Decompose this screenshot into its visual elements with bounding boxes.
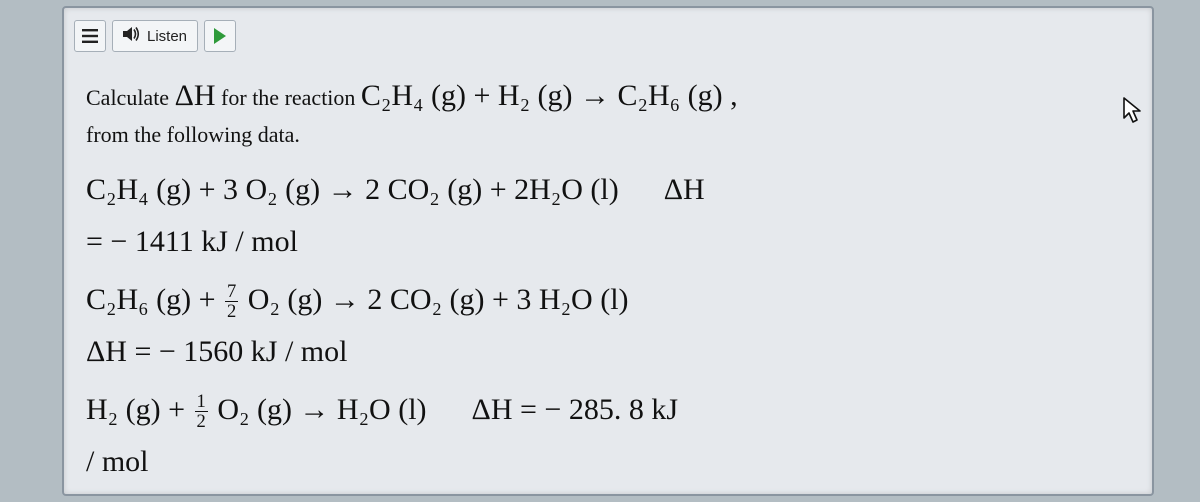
reaction-1-value: = − 1411 kJ / mol: [86, 218, 1122, 266]
question-content: Calculate ΔH for the reaction C₂H₄ (g) +…: [86, 72, 1122, 490]
reaction-3: H₂ (g) + 12 O₂ (g) → H₂O (l) ΔH = − 285.…: [86, 386, 1122, 434]
reaction-2: C₂H₆ (g) + 72 O₂ (g) → 2 CO₂ (g) + 3 H₂O…: [86, 276, 1122, 324]
toolbar: Listen: [74, 18, 236, 54]
reaction-3-tail: / mol: [86, 438, 1122, 486]
rxn1-equation: C₂H₄ (g) + 3 O₂ (g) → 2 CO₂ (g) + 2H₂O (…: [86, 173, 619, 206]
reaction-1: C₂H₄ (g) + 3 O₂ (g) → 2 CO₂ (g) + 2H₂O (…: [86, 166, 1122, 214]
listen-button[interactable]: Listen: [112, 20, 198, 52]
target-reaction: C₂H₄ (g) + H₂ (g) → C₂H₆ (g) ,: [361, 79, 738, 112]
question-panel: Listen Calculate ΔH for the reaction C₂H…: [62, 6, 1154, 496]
reaction-2-dh: ΔH = − 1560 kJ / mol: [86, 328, 1122, 376]
menu-icon[interactable]: [74, 20, 106, 52]
rxn3-lhs-b: O₂ (g) → H₂O (l): [210, 393, 427, 426]
rxn3-lhs-a: H₂ (g) +: [86, 393, 193, 426]
cursor-icon: [1122, 96, 1144, 129]
prompt-line-2: from the following data.: [86, 122, 1122, 148]
prompt-line-1: Calculate ΔH for the reaction C₂H₄ (g) +…: [86, 72, 1122, 120]
speaker-icon: [123, 26, 141, 46]
rxn3-fraction: 12: [195, 392, 208, 432]
rxn1-dh-label: ΔH: [664, 173, 705, 206]
delta-h-symbol: ΔH: [175, 79, 216, 112]
rxn3-dh-inline: ΔH = − 285. 8 kJ: [472, 393, 678, 426]
listen-label: Listen: [147, 28, 187, 45]
rxn2-fraction: 72: [225, 282, 238, 322]
prompt-mid: for the reaction: [216, 85, 361, 110]
rxn2-lhs-b: O₂ (g) → 2 CO₂ (g) + 3 H₂O (l): [240, 283, 628, 316]
rxn2-lhs-a: C₂H₆ (g) +: [86, 283, 223, 316]
play-button[interactable]: [204, 20, 236, 52]
prompt-prefix: Calculate: [86, 85, 175, 110]
play-icon: [213, 28, 227, 44]
